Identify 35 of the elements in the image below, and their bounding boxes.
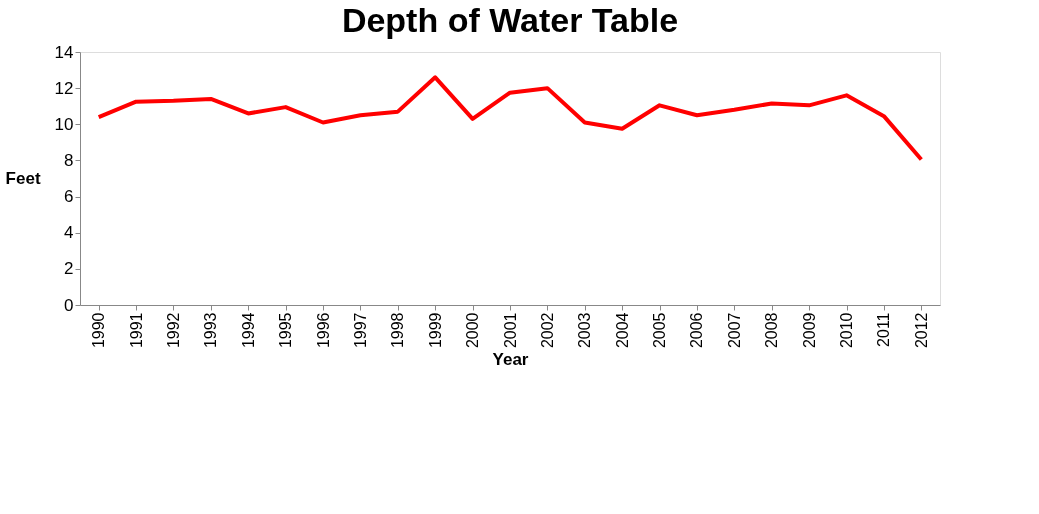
x-tick-label: 1996 [314, 312, 332, 349]
x-tick-label: 2002 [538, 312, 556, 349]
x-tick-label: 2012 [912, 312, 930, 349]
x-tick-label: 2011 [875, 312, 893, 347]
y-tick-label: 6 [64, 187, 74, 207]
y-tick-label: 14 [54, 42, 74, 62]
y-tick-label: 4 [64, 223, 74, 243]
x-tick-label: 1994 [239, 312, 257, 349]
y-tick-label: 10 [54, 114, 74, 134]
x-tick-label: 2003 [576, 312, 594, 349]
x-tick-label: 1995 [277, 312, 295, 349]
x-tick-label: 1992 [164, 312, 182, 349]
chart-title: Depth of Water Table [341, 1, 679, 39]
x-tick-label: 2000 [464, 312, 482, 349]
x-tick-label: 1999 [426, 312, 444, 349]
y-tick-label: 8 [64, 150, 74, 170]
x-tick-label: 1998 [389, 312, 407, 349]
x-tick-label: 1991 [127, 312, 145, 349]
x-tick-label: 2007 [725, 312, 743, 349]
line-series [96, 75, 924, 162]
x-tick-label: 2006 [688, 312, 706, 349]
x-tick-label: 1997 [351, 312, 369, 349]
x-tick-label: 2001 [501, 312, 519, 349]
x-tick-label: 2009 [800, 312, 818, 349]
x-tick-label: 2005 [651, 312, 669, 349]
y-axis-title: Feet [5, 169, 41, 188]
x-tick-label: 2010 [838, 312, 856, 349]
x-axis-title: Year [492, 350, 529, 370]
x-tick-label: 1990 [90, 312, 108, 349]
y-tick-label: 2 [64, 259, 74, 279]
y-tick-label: 0 [64, 295, 74, 315]
x-tick-label: 1993 [202, 312, 220, 349]
y-tick-label: 12 [54, 78, 74, 98]
x-tick-label: 2004 [613, 312, 631, 349]
x-tick-label: 2008 [763, 312, 781, 349]
